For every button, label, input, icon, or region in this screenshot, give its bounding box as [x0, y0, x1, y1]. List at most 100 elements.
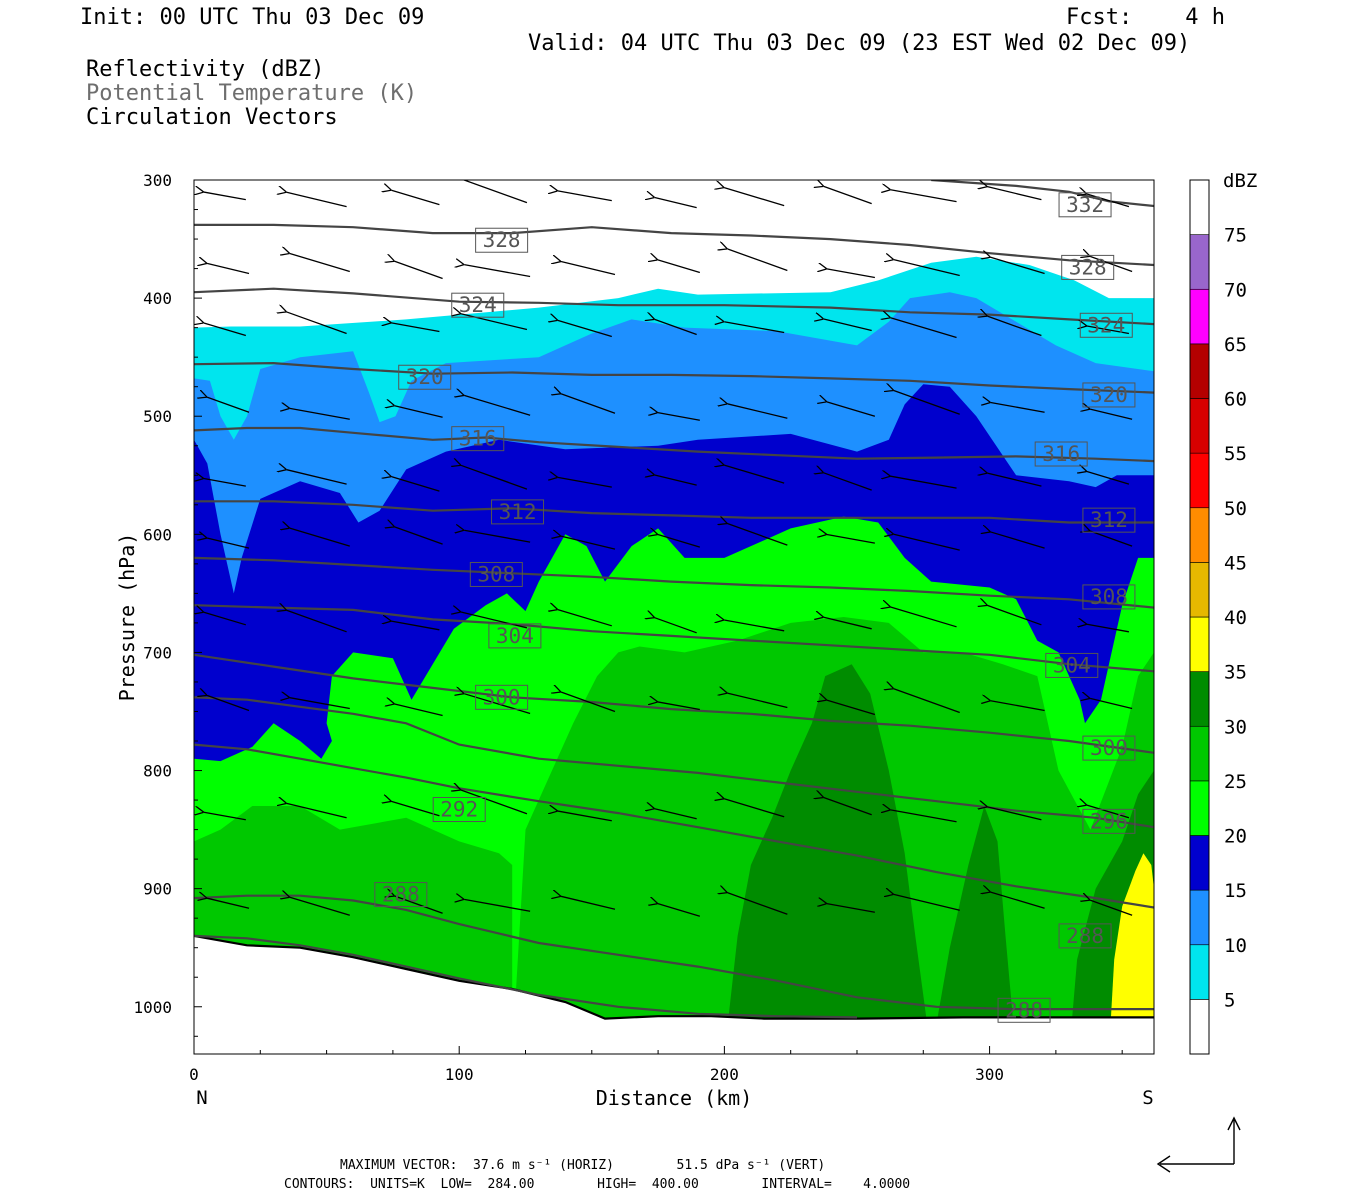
circulation-vector	[891, 607, 957, 628]
reflectivity-region-30	[724, 664, 932, 1054]
circulation-vector	[655, 198, 697, 209]
circulation-vector	[891, 476, 957, 489]
theta-label-box	[469, 561, 523, 587]
circulation-vector	[464, 694, 531, 715]
theta-label-box	[1082, 507, 1136, 533]
circulation-vector	[824, 473, 872, 491]
x-tick-label: 0	[189, 1065, 199, 1084]
colorbar-tick-label: 55	[1224, 443, 1247, 465]
circulation-vector	[207, 898, 250, 909]
circulation-vector	[395, 527, 443, 545]
x-tick-label: 100	[445, 1065, 474, 1084]
circulation-vector	[561, 394, 616, 414]
colorbar-swatch	[1189, 562, 1210, 618]
circulation-vector	[891, 190, 957, 203]
circulation-vector	[987, 807, 1042, 821]
circulation-vector	[558, 477, 612, 488]
colorbar-tick-label: 60	[1224, 389, 1247, 411]
circulation-vector	[204, 192, 246, 201]
valid-time-label: Valid: 04 UTC Thu 03 Dec 09 (23 EST Wed …	[528, 31, 1191, 56]
circulation-vector	[987, 605, 1042, 626]
circulation-vector	[558, 811, 612, 822]
colorbar-tick-label: 5	[1224, 989, 1235, 1011]
theta-label-text: 320	[406, 365, 444, 389]
init-label: Init: 00 UTC Thu 03 Dec 09	[80, 5, 425, 30]
circulation-vector	[727, 524, 788, 546]
circulation-vector	[290, 897, 350, 916]
colorbar-tick-label: 45	[1224, 552, 1247, 574]
colorbar-tick-label: 25	[1224, 771, 1247, 793]
theta-label-text: 320	[1090, 383, 1128, 407]
circulation-vector	[655, 475, 697, 486]
theta-label-text: 288	[1005, 998, 1043, 1022]
theta-label-text: 332	[1066, 193, 1104, 217]
circulation-vector	[1087, 326, 1130, 335]
circulation-vector	[727, 249, 788, 272]
theta-label-box	[1079, 312, 1133, 338]
theta-label-300: 300	[1082, 735, 1136, 761]
theta-label-text: 324	[1087, 313, 1125, 337]
colorbar-swatch	[1189, 507, 1210, 563]
circulation-vector	[1090, 698, 1133, 710]
circulation-vector	[894, 260, 960, 277]
circulation-vector	[724, 465, 785, 484]
y-tick-label: 300	[143, 171, 172, 190]
theta-contour-324	[194, 287, 1154, 326]
circulation-vector	[207, 695, 250, 712]
circulation-vector	[461, 790, 528, 815]
theta-label-text: 288	[382, 883, 420, 907]
circulation-vector	[461, 612, 528, 629]
colorbar-tick-label: 70	[1224, 279, 1247, 301]
circulation-vector	[287, 312, 347, 335]
circulation-vector	[558, 320, 612, 338]
theta-label-312: 312	[1082, 507, 1136, 533]
circulation-vector	[287, 803, 347, 819]
circulation-vector	[894, 689, 960, 714]
theta-contour-304	[194, 604, 1154, 673]
y-tick-label: 700	[143, 643, 172, 662]
theta-label-box	[475, 227, 529, 253]
circulation-vector	[658, 702, 700, 711]
x-axis-title: Distance (km)	[596, 1086, 753, 1110]
forecast-hour-label: Fcst: 4 h	[1066, 5, 1225, 30]
theta-label-316: 316	[1034, 441, 1088, 467]
theta-label-box	[475, 684, 529, 710]
theta-contour-308	[194, 556, 1154, 609]
theta-contour-316	[194, 426, 1154, 463]
contour-info-note: CONTOURS: UNITS=K LOW= 284.00 HIGH= 400.…	[284, 1177, 911, 1192]
circulation-vector	[1090, 531, 1133, 547]
colorbar-swatch	[1189, 780, 1210, 836]
circulation-vector	[287, 192, 347, 208]
theta-label-324: 324	[451, 292, 505, 318]
circulation-vector	[658, 535, 701, 548]
colorbar-swatch	[1189, 234, 1210, 290]
circulation-vector	[894, 534, 960, 551]
theta-label-text: 308	[1090, 585, 1128, 609]
theta-label-box	[1045, 652, 1099, 678]
circulation-vector	[891, 810, 957, 823]
theta-label-320: 320	[398, 364, 452, 390]
circulation-vector	[461, 314, 528, 331]
circulation-vector	[395, 261, 443, 280]
circulation-vector	[724, 620, 785, 632]
circulation-vector	[827, 534, 875, 544]
theta-label-box	[398, 364, 452, 390]
x-end-label-left: N	[196, 1087, 207, 1109]
colorbar-tick-label: 35	[1224, 662, 1247, 684]
theta-label-text: 300	[483, 685, 521, 709]
circulation-vector	[561, 262, 616, 276]
colorbar-swatch	[1189, 944, 1210, 1000]
circulation-vector	[1090, 256, 1133, 273]
y-tick-label: 500	[143, 407, 172, 426]
theta-label-text: 312	[1090, 508, 1128, 532]
circulation-vector	[464, 530, 531, 543]
circulation-vector	[891, 318, 957, 339]
field-theta-label: Potential Temperature (K)	[86, 81, 418, 106]
theta-label-box	[1058, 923, 1112, 949]
circulation-vector	[824, 617, 872, 630]
reference-vector-icon	[1156, 1116, 1241, 1173]
theta-label-text: 288	[1066, 924, 1104, 948]
theta-label-box	[1082, 382, 1136, 408]
circulation-vector	[1087, 194, 1130, 208]
theta-contour-312	[194, 500, 1154, 524]
